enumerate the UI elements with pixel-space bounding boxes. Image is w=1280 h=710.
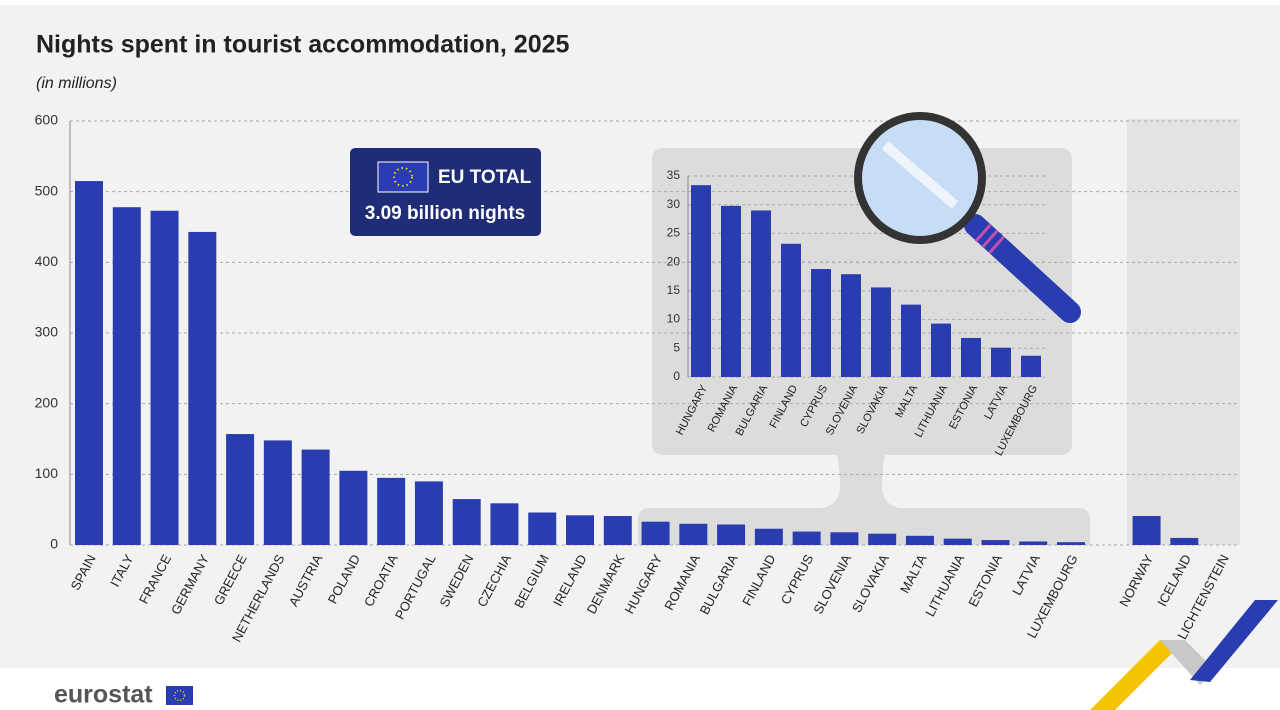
- bar: [226, 434, 255, 545]
- bar: [1057, 542, 1086, 545]
- bar: [691, 185, 711, 377]
- bar: [931, 323, 951, 377]
- y-tick-label: 500: [35, 182, 59, 198]
- handle-band: [974, 223, 1008, 257]
- bar: [301, 449, 330, 545]
- bar: [811, 269, 831, 377]
- bar: [1170, 537, 1199, 545]
- bar: [721, 205, 741, 377]
- bar: [841, 274, 861, 377]
- y-tick-label: 100: [35, 465, 59, 481]
- bar: [981, 540, 1010, 545]
- y-tick-label: 400: [35, 253, 59, 269]
- bar: [792, 531, 821, 545]
- y-tick-label: 0: [673, 369, 680, 383]
- y-tick-label: 5: [673, 340, 680, 354]
- bar: [528, 512, 557, 545]
- bar: [754, 528, 783, 545]
- y-tick-label: 600: [35, 112, 59, 128]
- bar: [150, 210, 179, 545]
- y-tick-label: 200: [35, 394, 59, 410]
- decor-yellow: [1090, 640, 1185, 710]
- y-tick-label: 20: [667, 254, 681, 268]
- eu-total-box: EU TOTAL 3.09 billion nights: [350, 148, 541, 236]
- bar: [339, 470, 368, 545]
- y-tick-label: 35: [667, 168, 681, 182]
- bar: [452, 499, 481, 545]
- chart-subtitle: (in millions): [36, 75, 117, 92]
- bar: [961, 337, 981, 377]
- y-tick-label: 25: [667, 226, 681, 240]
- bar: [901, 304, 921, 377]
- y-tick-label: 30: [667, 197, 681, 211]
- bar: [868, 533, 897, 545]
- chart-title: Nights spent in tourist accommodation, 2…: [36, 31, 570, 59]
- bar: [490, 503, 519, 545]
- y-tick-label: 0: [50, 536, 58, 552]
- bar: [566, 515, 595, 545]
- bar: [1132, 516, 1161, 545]
- bar: [717, 524, 746, 545]
- decor-blue: [1190, 600, 1278, 682]
- eu-flag: [377, 161, 429, 193]
- eu-stars: [393, 167, 413, 187]
- bar: [263, 440, 292, 545]
- bar: [414, 481, 443, 545]
- y-tick-label: 300: [35, 324, 59, 340]
- eu-total-label: EU TOTAL: [438, 167, 532, 188]
- logo-stars: [173, 689, 186, 702]
- bar: [991, 347, 1011, 377]
- logo: eurostat: [54, 681, 193, 709]
- glare: [881, 141, 959, 209]
- bar: [1019, 541, 1048, 545]
- bar: [112, 207, 141, 546]
- bar: [377, 477, 406, 545]
- bar: [1021, 355, 1041, 377]
- efta-area: [1127, 119, 1240, 545]
- bar: [781, 243, 801, 377]
- bar: [905, 535, 934, 545]
- logo-text: eurostat: [54, 681, 153, 709]
- magnifier: [854, 112, 1081, 323]
- bar: [641, 521, 670, 545]
- logo-flag: [166, 686, 193, 705]
- bar: [679, 523, 708, 545]
- bar: [751, 210, 771, 377]
- bar: [871, 287, 891, 377]
- y-tick-label: 10: [667, 312, 681, 326]
- bar: [75, 181, 103, 546]
- bar: [603, 516, 632, 545]
- bar: [188, 231, 217, 546]
- eu-total-value: 3.09 billion nights: [365, 203, 525, 224]
- bar: [943, 538, 972, 545]
- bar: [830, 532, 859, 545]
- y-tick-label: 15: [667, 283, 681, 297]
